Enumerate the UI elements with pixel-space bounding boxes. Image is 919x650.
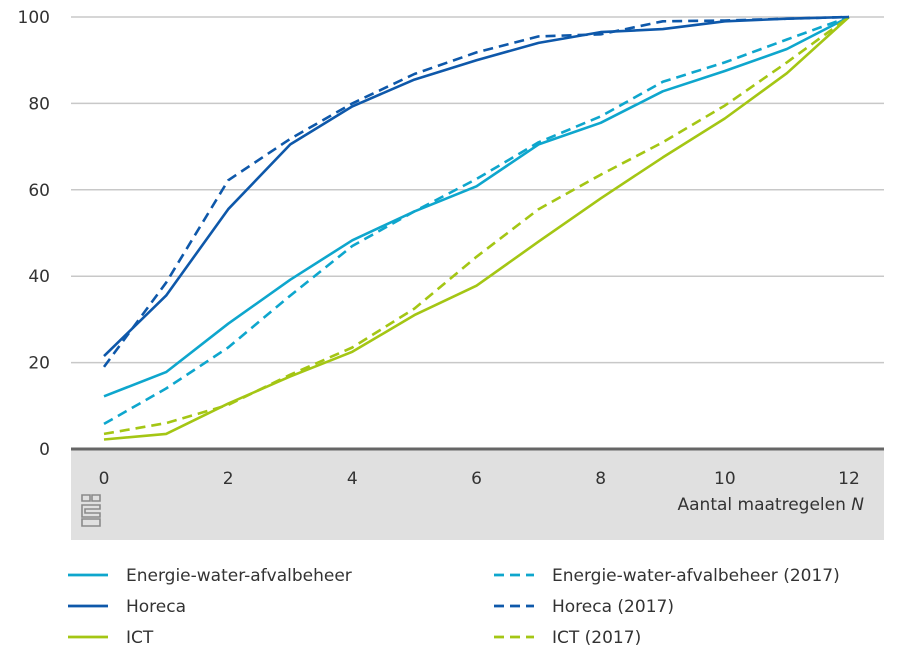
y-tick-label: 20: [28, 354, 50, 374]
legend-label: Horeca (2017): [552, 597, 674, 617]
y-axis-ticks: 0 20 40 60 80 100: [18, 8, 50, 460]
series-line: [103, 15, 850, 398]
x-tick-label: 10: [714, 469, 736, 489]
legend-label: Energie-water-afvalbeheer: [126, 566, 352, 586]
y-tick-label: 60: [28, 181, 50, 201]
y-tick-label: 0: [39, 440, 50, 460]
y-tick-label: 80: [28, 94, 50, 114]
x-tick-label: 4: [347, 469, 358, 489]
x-tick-label: 8: [595, 469, 606, 489]
legend: Energie-water-afvalbeheer Horeca ICT Energi…: [68, 566, 840, 648]
x-tick-label: 0: [99, 469, 110, 489]
legend-label: Energie-water-afvalbeheer (2017): [552, 566, 840, 586]
series-line: [103, 15, 850, 426]
x-axis-band: [71, 449, 884, 540]
x-axis-title: Aantal maatregelen N: [678, 495, 865, 515]
gridlines: [71, 16, 884, 364]
series-line: [102, 15, 850, 368]
x-tick-label: 2: [223, 469, 234, 489]
cbs-logo-icon: [81, 494, 101, 527]
x-tick-label: 6: [471, 469, 482, 489]
y-tick-label: 100: [18, 8, 50, 28]
series-line: [103, 15, 850, 436]
y-tick-label: 40: [28, 267, 50, 287]
x-axis-ticks: 0 2 4 6 8 10 12: [99, 469, 860, 489]
chart-series: [102, 15, 850, 441]
legend-label: ICT: [126, 628, 154, 648]
x-tick-label: 12: [838, 469, 860, 489]
legend-label: Horeca: [126, 597, 186, 617]
legend-label: ICT (2017): [552, 628, 641, 648]
